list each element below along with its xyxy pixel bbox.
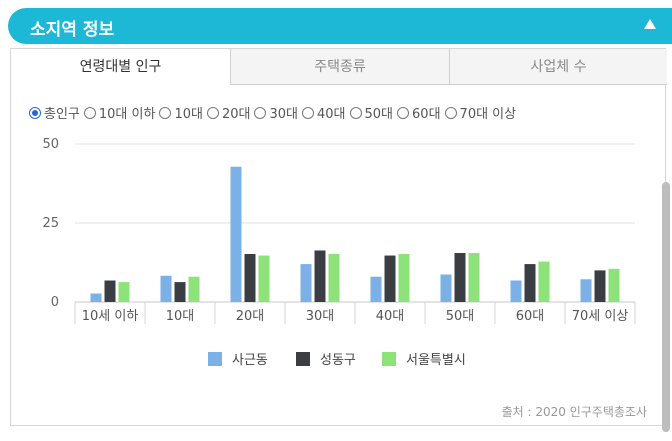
radio-checked-icon[interactable] [29, 106, 41, 119]
legend-swatch [296, 352, 310, 366]
radio-option-30s[interactable]: 30대 [254, 103, 298, 122]
bar [118, 282, 130, 302]
x-tick-label: 30대 [306, 309, 335, 324]
bar [230, 166, 242, 302]
x-tick-label: 60대 [516, 309, 545, 324]
radio-icon[interactable] [206, 106, 219, 119]
bar [580, 279, 592, 302]
info-card: 연령대별 인구 주택종류 사업체 수 총인구 10대 이하 10대 20대 30… [10, 48, 667, 426]
bar [594, 270, 606, 302]
radio-label: 40대 [317, 107, 346, 122]
bar [524, 264, 536, 302]
tab-housing-type[interactable]: 주택종류 [230, 49, 449, 85]
bar [468, 253, 480, 302]
bar [90, 293, 102, 302]
x-tick-label: 10세 이하 [82, 309, 139, 324]
vertical-scrollbar[interactable] [662, 182, 670, 432]
tab-business-count[interactable]: 사업체 수 [449, 49, 667, 85]
radio-label: 60대 [412, 107, 441, 122]
bar [538, 261, 550, 302]
radio-icon[interactable] [159, 106, 172, 119]
bar [398, 253, 410, 302]
radio-option-70plus[interactable]: 70대 이상 [444, 103, 517, 122]
radio-icon[interactable] [444, 106, 457, 119]
y-tick-label: 0 [51, 295, 59, 310]
x-tick-label: 40대 [376, 309, 405, 324]
bar [244, 253, 256, 302]
legend-label: 사근동 [232, 353, 268, 368]
panel-title: 소지역 정보 [30, 20, 115, 40]
radio-option-60s[interactable]: 60대 [397, 103, 441, 122]
radio-label: 30대 [269, 107, 298, 122]
x-tick-label: 70세 이상 [572, 309, 629, 324]
radio-label: 10대 [174, 107, 203, 122]
bar [300, 264, 312, 302]
radio-option-50s[interactable]: 50대 [349, 103, 394, 122]
radio-icon[interactable] [397, 106, 410, 119]
radio-icon[interactable] [254, 106, 267, 119]
bar [160, 275, 172, 302]
bar [258, 255, 270, 302]
x-tick-label: 10대 [166, 309, 195, 324]
radio-label: 50대 [364, 107, 394, 122]
collapse-arrow-icon[interactable] [644, 19, 656, 29]
bar [174, 282, 186, 302]
bar [454, 253, 466, 302]
bar [440, 274, 452, 302]
radio-label: 70대 이상 [459, 107, 517, 122]
bar [328, 253, 340, 302]
legend-label: 서울특별시 [406, 353, 466, 368]
x-tick-label: 50대 [446, 309, 475, 324]
bar [370, 276, 382, 302]
source-note: 출처 : 2020 인구주택총조사 [501, 405, 647, 419]
radio-option-total[interactable]: 총인구 [29, 103, 80, 122]
bar [104, 280, 116, 302]
tab-age-population[interactable]: 연령대별 인구 [11, 49, 230, 85]
bar [314, 250, 326, 302]
legend-swatch [208, 352, 222, 366]
bar [188, 276, 200, 302]
panel-header: 소지역 정보 [8, 8, 672, 44]
bar [384, 255, 396, 302]
radio-icon[interactable] [83, 106, 96, 119]
radio-option-40s[interactable]: 40대 [302, 103, 346, 122]
bar [608, 268, 620, 302]
x-tick-label: 20대 [236, 309, 265, 324]
radio-icon[interactable] [349, 106, 362, 119]
age-filter-radios: 총인구 10대 이하 10대 20대 30대 40대 50대 60대 70대 이… [29, 103, 520, 122]
radio-option-20s[interactable]: 20대 [206, 103, 251, 122]
y-tick-label: 50 [42, 137, 59, 152]
legend-swatch [382, 352, 396, 366]
legend-label: 성동구 [320, 353, 356, 368]
radio-label: 10대 이하 [98, 107, 156, 122]
radio-option-under10[interactable]: 10대 이하 [83, 103, 156, 122]
bar [510, 280, 522, 302]
y-tick-label: 25 [42, 216, 59, 231]
radio-label: 총인구 [44, 107, 80, 122]
radio-option-10s[interactable]: 10대 [159, 103, 203, 122]
radio-label: 20대 [221, 107, 251, 122]
radio-icon[interactable] [302, 106, 314, 119]
tab-bar: 연령대별 인구 주택종류 사업체 수 [11, 49, 667, 85]
